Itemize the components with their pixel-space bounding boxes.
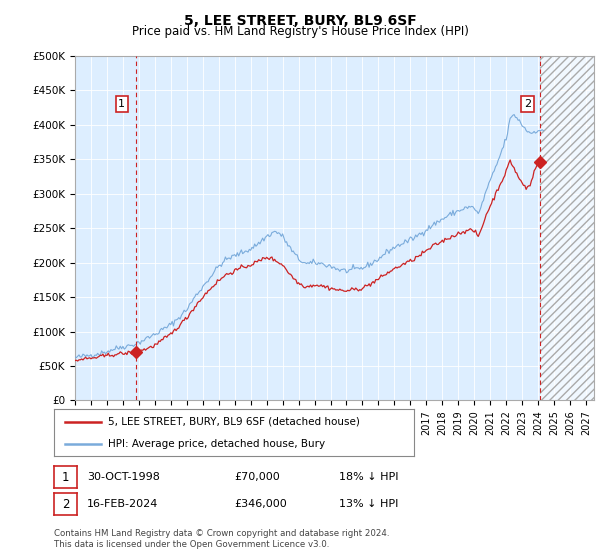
Text: Price paid vs. HM Land Registry's House Price Index (HPI): Price paid vs. HM Land Registry's House … — [131, 25, 469, 38]
Bar — [540, 56, 594, 400]
Text: 13% ↓ HPI: 13% ↓ HPI — [339, 499, 398, 509]
Text: Contains HM Land Registry data © Crown copyright and database right 2024.
This d: Contains HM Land Registry data © Crown c… — [54, 529, 389, 549]
Text: 1: 1 — [62, 470, 69, 484]
Text: 2: 2 — [524, 99, 531, 109]
Text: £70,000: £70,000 — [234, 472, 280, 482]
Text: 2: 2 — [62, 497, 69, 511]
Text: 5, LEE STREET, BURY, BL9 6SF: 5, LEE STREET, BURY, BL9 6SF — [184, 14, 416, 28]
Text: HPI: Average price, detached house, Bury: HPI: Average price, detached house, Bury — [108, 438, 325, 449]
Text: 16-FEB-2024: 16-FEB-2024 — [87, 499, 158, 509]
Text: £346,000: £346,000 — [234, 499, 287, 509]
Text: 18% ↓ HPI: 18% ↓ HPI — [339, 472, 398, 482]
Text: 5, LEE STREET, BURY, BL9 6SF (detached house): 5, LEE STREET, BURY, BL9 6SF (detached h… — [108, 417, 360, 427]
Text: 1: 1 — [118, 99, 125, 109]
Text: 30-OCT-1998: 30-OCT-1998 — [87, 472, 160, 482]
Bar — [540, 56, 594, 400]
